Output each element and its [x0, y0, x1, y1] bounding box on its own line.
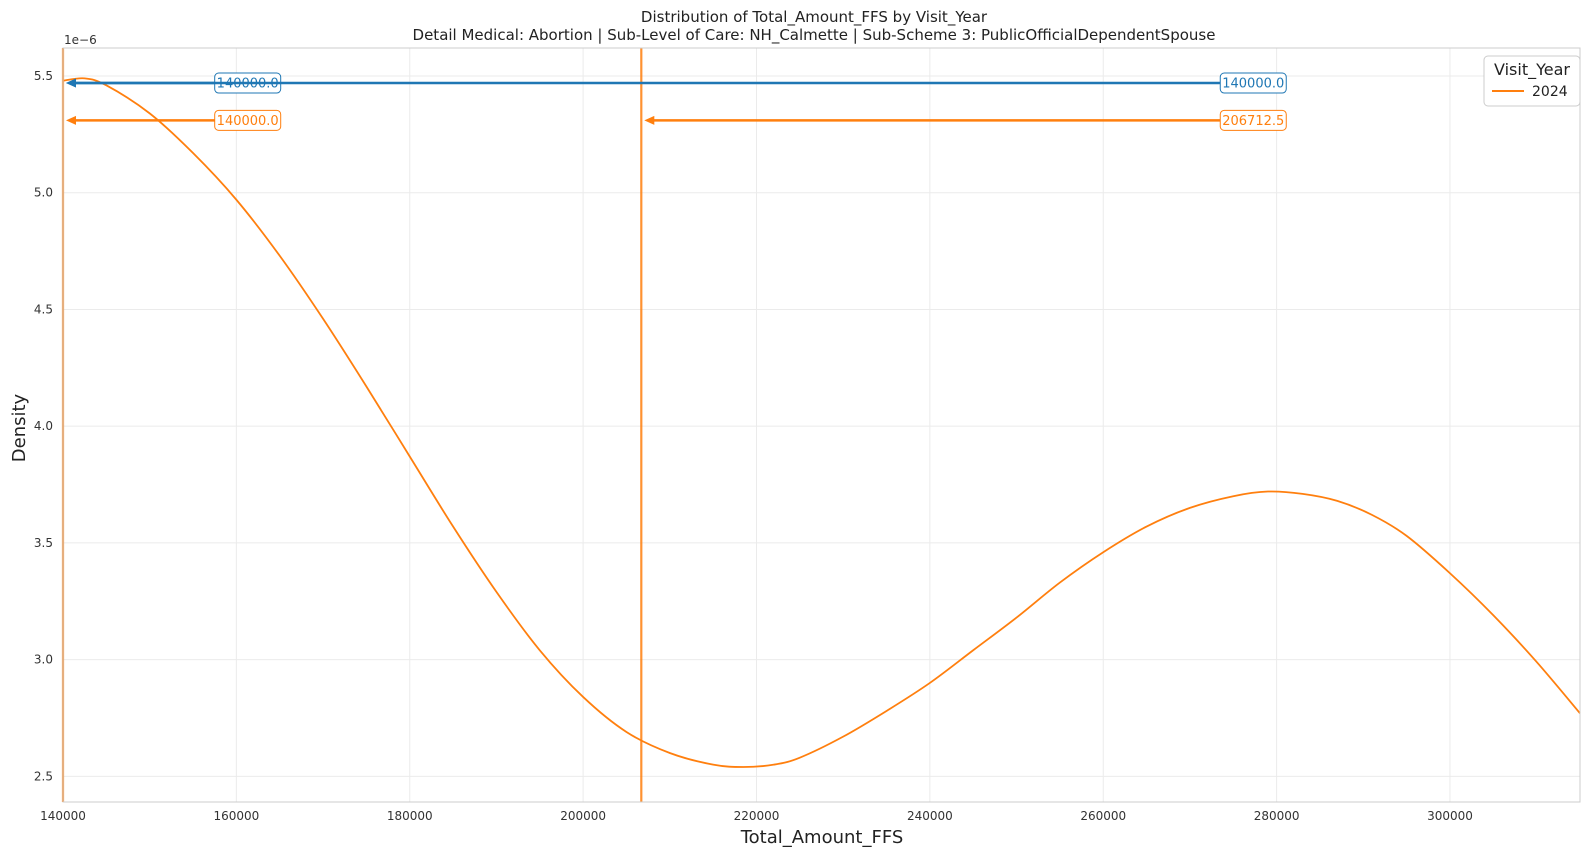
y-tick-labels: 2.5 3.0 3.5 4.0 4.5 5.0 5.5	[34, 69, 53, 783]
x-axis-label: Total_Amount_FFS	[740, 827, 904, 848]
x-tick-label: 300000	[1427, 809, 1473, 823]
x-tick-label: 280000	[1254, 809, 1300, 823]
annotation-label: 140000.0	[217, 114, 279, 129]
density-curve-2024	[62, 77, 1581, 768]
y-tick-label: 4.5	[34, 302, 53, 316]
legend-entry-2024: 2024	[1532, 84, 1568, 100]
x-tick-label: 220000	[734, 809, 780, 823]
chart-subtitle: Detail Medical: Abortion | Sub-Level of …	[413, 26, 1216, 45]
annotation-box	[1219, 109, 1287, 131]
y-tick-label: 5.0	[34, 186, 53, 200]
x-tick-label: 140000	[40, 809, 86, 823]
annotation-box	[1219, 72, 1287, 94]
x-tick-label: 240000	[907, 809, 953, 823]
grid	[62, 48, 1580, 802]
annotation-label: 140000.0	[1222, 77, 1284, 92]
chart-titles: Distribution of Total_Amount_FFS by Visi…	[413, 8, 1216, 45]
legend: Visit_Year 2024	[1483, 55, 1581, 107]
chart-title: Distribution of Total_Amount_FFS by Visi…	[641, 8, 988, 27]
y-axis-label: Density	[9, 393, 30, 462]
series-group	[62, 77, 1581, 768]
annotation-arrowhead	[66, 115, 76, 125]
y-offset-label: 1e−6	[64, 33, 97, 47]
x-tick-label: 160000	[213, 809, 259, 823]
y-tick-label: 5.5	[34, 69, 53, 83]
annotation-arrowhead	[644, 115, 655, 125]
y-tick-label: 3.5	[34, 536, 53, 550]
vertical-lines	[61, 48, 643, 802]
x-tick-labels: 140000 160000 180000 200000 220000 240000 2600…	[40, 809, 1473, 823]
x-tick-label: 200000	[560, 809, 606, 823]
legend-title: Visit_Year	[1494, 60, 1570, 80]
plot-frame	[62, 47, 1581, 803]
y-tick-label: 3.0	[34, 653, 53, 667]
x-tick-label: 180000	[387, 809, 433, 823]
legend-box	[1483, 55, 1581, 107]
x-tick-label: 260000	[1080, 809, 1126, 823]
annotation-arrowhead	[66, 78, 76, 88]
annotation-box	[214, 109, 282, 131]
annotation-label: 206712.5	[1222, 114, 1284, 129]
y-tick-label: 2.5	[34, 769, 53, 783]
y-tick-label: 4.0	[34, 419, 53, 433]
